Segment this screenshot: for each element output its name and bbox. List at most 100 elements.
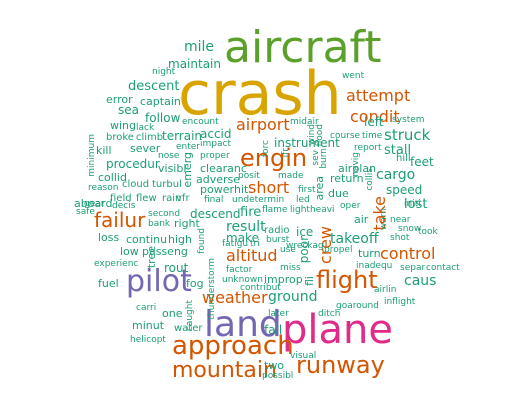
word-first: first: [298, 185, 316, 195]
word-result: result: [226, 219, 266, 235]
word-emerg: emerg: [181, 152, 194, 188]
word-warn: warn: [379, 208, 389, 231]
word-caus: caus: [404, 273, 437, 289]
word-airplan: airplan: [338, 162, 377, 175]
word-airport: airport: [236, 115, 290, 134]
word-went: went: [342, 71, 365, 81]
word-use: use: [280, 245, 296, 255]
word-flame: flame: [262, 205, 288, 215]
word-loss: loss: [98, 231, 120, 244]
word-wing: wing: [110, 119, 137, 132]
word-impact: impact: [200, 139, 231, 149]
word-wreckag: wreckag: [286, 241, 324, 251]
word-stall: stall: [384, 143, 412, 158]
word-experienc: experienc: [94, 259, 139, 269]
word-rain: rain: [162, 193, 182, 204]
word-sev: sev: [311, 150, 321, 166]
word-one: one: [162, 307, 183, 320]
word-error: error: [106, 93, 133, 106]
word-sea: sea: [118, 103, 139, 117]
word-encount: encount: [182, 117, 219, 127]
word-contribut: contribut: [240, 283, 281, 293]
word-tri: tri: [250, 239, 260, 249]
word-struck: struck: [384, 126, 431, 144]
word-adverse: adverse: [196, 173, 241, 186]
word-possibl: possibl: [262, 371, 294, 381]
word-turbul: turbul: [152, 179, 182, 190]
word-land: land: [204, 304, 282, 345]
word-gear: gear: [84, 199, 105, 209]
word-altitud: altitud: [226, 246, 278, 265]
word-improp: improp: [264, 273, 303, 286]
word-enter: enter: [176, 142, 201, 152]
word-hill: hill: [396, 153, 411, 164]
word-unknown: unknown: [222, 275, 263, 285]
word-left: left: [364, 115, 384, 129]
word-bank: bank: [148, 219, 171, 229]
word-return: return: [330, 172, 364, 185]
word-separ: separ: [400, 263, 426, 273]
word-safe: safe: [76, 207, 95, 217]
word-flight: flight: [316, 266, 378, 294]
word-low: low: [120, 245, 139, 258]
word-collid: collid: [98, 171, 127, 184]
word-airlin: airlin: [374, 285, 397, 295]
word-time: time: [362, 131, 383, 141]
word-engin: engin: [240, 144, 308, 172]
word-passeng: passeng: [142, 245, 188, 258]
word-near: near: [390, 215, 411, 225]
word-captain: captain: [140, 95, 181, 108]
word-fuel: fuel: [98, 277, 119, 290]
word-posit: posit: [238, 171, 260, 181]
word-thunderstorm: thunderstorm: [207, 258, 217, 320]
word-propel: propel: [324, 245, 353, 255]
word-make: make: [226, 231, 259, 245]
word-decis: decis: [112, 201, 136, 211]
word-ice: ice: [296, 225, 314, 239]
word-maintain: maintain: [168, 57, 221, 71]
word-forc: forc: [261, 140, 271, 158]
word-power: power: [200, 183, 234, 196]
word-burn: burn: [319, 148, 329, 169]
word-control: control: [380, 244, 436, 263]
word-snow: snow: [398, 224, 422, 234]
word-pilot: pilot: [126, 264, 192, 299]
word-hit: hit: [234, 183, 249, 196]
word-broke: broke: [106, 132, 134, 143]
word-approach: approach: [172, 331, 294, 361]
word-helicopt: helicopt: [130, 335, 166, 345]
word-flew: flew: [136, 193, 157, 204]
word-ifr: ifr: [281, 148, 291, 158]
word-led: led: [296, 195, 310, 205]
word-vfr: vfr: [176, 193, 190, 204]
word-high: high: [168, 233, 192, 246]
word-carri: carri: [136, 303, 157, 313]
word-fog: fog: [186, 277, 204, 290]
word-found: found: [197, 228, 207, 254]
word-tree: tree: [145, 246, 158, 269]
word-caught: caught: [185, 300, 195, 332]
word-follow: follow: [145, 111, 181, 125]
word-miss: miss: [280, 263, 301, 273]
word-cargo: cargo: [376, 167, 416, 183]
word-accid: accid: [200, 127, 232, 141]
word-attempt: attempt: [346, 86, 411, 105]
word-inadequ: inadequ: [356, 261, 393, 271]
word-ditch: ditch: [318, 309, 341, 319]
word-kill: kill: [96, 144, 112, 157]
word-poor: poor: [297, 236, 311, 264]
word-condit: condit: [350, 107, 400, 126]
word-terrain: terrain: [162, 129, 203, 143]
word-fatigu: fatigu: [222, 239, 249, 249]
word-lost: lost: [404, 197, 428, 212]
word-contact: contact: [426, 263, 460, 273]
word-continu: continu: [126, 233, 168, 246]
word-weather: weather: [202, 288, 268, 307]
word-oper: oper: [340, 201, 361, 211]
word-short: short: [248, 178, 290, 197]
word-flood: flood: [315, 124, 325, 147]
word-midair: midair: [290, 117, 319, 127]
word-aboard: aboard: [74, 197, 113, 210]
word-aircraft: aircraft: [224, 22, 382, 73]
